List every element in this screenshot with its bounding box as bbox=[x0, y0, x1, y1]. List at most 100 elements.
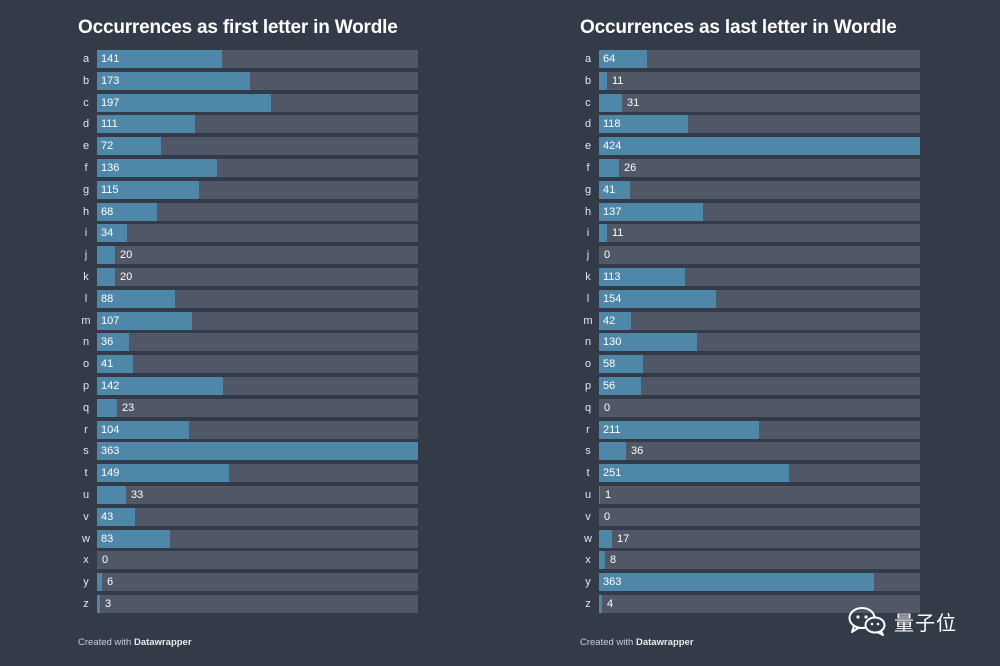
bar bbox=[97, 442, 418, 461]
value-label: 17 bbox=[617, 532, 630, 545]
category-label: y bbox=[585, 576, 591, 589]
bar-row-o: o 41 bbox=[78, 355, 423, 377]
bar-row-t: t 251 bbox=[580, 464, 925, 486]
value-label: 34 bbox=[101, 227, 114, 240]
category-label: q bbox=[82, 401, 90, 414]
bar bbox=[97, 180, 199, 199]
bar-track: 115 bbox=[97, 180, 418, 199]
bar-row-g: g 115 bbox=[78, 180, 423, 203]
value-label: 11 bbox=[612, 74, 624, 87]
bar-track: 36 bbox=[97, 333, 418, 352]
bar bbox=[599, 355, 643, 374]
bar-track: 363 bbox=[97, 442, 418, 461]
value-label: 20 bbox=[120, 270, 133, 283]
value-label: 88 bbox=[101, 292, 114, 305]
value-label: 43 bbox=[101, 510, 114, 523]
bar bbox=[97, 267, 115, 286]
bar-row-b: b 173 bbox=[78, 71, 423, 94]
category-label: a bbox=[584, 53, 592, 65]
category-label: s bbox=[585, 445, 591, 458]
bar-row-o: o 58 bbox=[580, 355, 925, 377]
bar-row-f: f 26 bbox=[580, 158, 925, 181]
category-label: b bbox=[82, 74, 90, 87]
category-label: a bbox=[82, 53, 90, 65]
value-label: 83 bbox=[101, 532, 114, 545]
value-label: 115 bbox=[101, 183, 119, 196]
value-label: 137 bbox=[603, 205, 622, 218]
category-label: f bbox=[586, 161, 590, 174]
bar-row-m: m 107 bbox=[78, 311, 423, 334]
bar bbox=[599, 594, 602, 613]
value-label: 3 bbox=[105, 597, 112, 610]
value-label: 130 bbox=[603, 336, 622, 349]
bar-track: 43 bbox=[97, 507, 418, 526]
bar bbox=[599, 224, 607, 243]
category-label: l bbox=[84, 292, 88, 305]
bar-row-n: n 130 bbox=[580, 333, 925, 355]
bar-track: 11 bbox=[599, 71, 920, 90]
bar-track: 0 bbox=[599, 507, 920, 526]
category-label: k bbox=[585, 270, 591, 283]
category-label: k bbox=[83, 270, 89, 283]
bar-row-f: f 136 bbox=[78, 158, 423, 181]
bar-row-c: c 31 bbox=[580, 93, 925, 116]
category-label: n bbox=[82, 336, 90, 349]
bar-row-a: a 64 bbox=[580, 50, 925, 72]
bar bbox=[97, 93, 271, 112]
bar-row-u: u 33 bbox=[78, 485, 423, 508]
bar-row-s: s 36 bbox=[580, 442, 925, 464]
bar bbox=[599, 573, 874, 592]
bar-row-c: c 197 bbox=[78, 93, 423, 116]
value-label: 424 bbox=[603, 140, 622, 153]
bar-row-r: r 211 bbox=[580, 420, 925, 443]
value-label: 20 bbox=[120, 249, 133, 262]
bar bbox=[599, 333, 697, 352]
value-label: 68 bbox=[101, 205, 114, 218]
bar bbox=[599, 180, 630, 199]
credit-brand[interactable]: Datawrapper bbox=[133, 637, 192, 648]
value-label: 149 bbox=[101, 467, 120, 480]
value-label: 36 bbox=[101, 336, 114, 349]
bar-track: 42 bbox=[599, 311, 920, 330]
value-label: 72 bbox=[101, 140, 114, 153]
category-label: e bbox=[584, 140, 592, 153]
category-label: f bbox=[84, 161, 88, 174]
bar-track: 88 bbox=[97, 289, 418, 308]
bar bbox=[97, 224, 127, 243]
bar-track: 0 bbox=[599, 246, 920, 265]
bar-track: 31 bbox=[599, 93, 920, 112]
category-label: r bbox=[84, 423, 88, 436]
bar-track: 0 bbox=[599, 398, 920, 417]
value-label: 0 bbox=[604, 510, 611, 523]
credit-prefix: Created with bbox=[78, 637, 132, 648]
category-label: s bbox=[83, 445, 89, 458]
bar bbox=[599, 115, 688, 134]
bar bbox=[97, 158, 217, 177]
value-label: 113 bbox=[603, 270, 621, 283]
bar-track: 83 bbox=[97, 529, 418, 548]
bar-row-q: q 23 bbox=[78, 398, 423, 421]
value-label: 31 bbox=[627, 96, 640, 109]
bar-track: 136 bbox=[97, 158, 418, 177]
value-label: 0 bbox=[102, 554, 109, 567]
bar-track: 20 bbox=[97, 246, 418, 265]
bar-row-w: w 17 bbox=[580, 529, 925, 552]
bar-track: 137 bbox=[599, 202, 920, 221]
value-label: 142 bbox=[101, 379, 120, 392]
value-label: 42 bbox=[603, 314, 616, 327]
category-label: x bbox=[83, 554, 89, 567]
bar-track: 4 bbox=[599, 594, 920, 613]
bar-row-l: l 154 bbox=[580, 289, 925, 312]
watermark: 量子位 bbox=[848, 606, 957, 636]
category-label: i bbox=[586, 227, 590, 240]
credit-brand[interactable]: Datawrapper bbox=[635, 637, 694, 648]
bar-row-a: a 141 bbox=[78, 50, 423, 72]
bar-track: 34 bbox=[97, 224, 418, 243]
value-label: 363 bbox=[101, 445, 120, 458]
value-label: 4 bbox=[607, 597, 614, 610]
category-label: j bbox=[586, 249, 590, 262]
